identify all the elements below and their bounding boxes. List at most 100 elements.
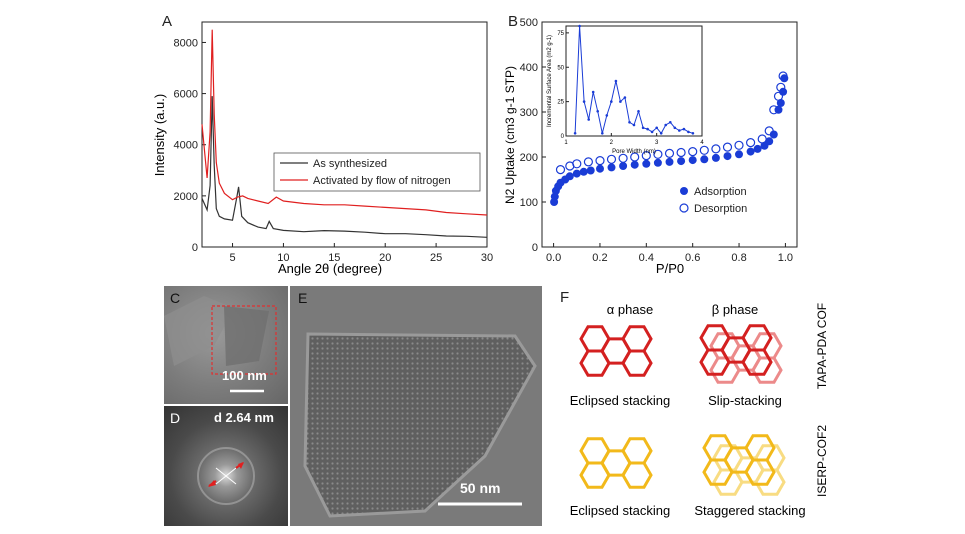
inset-point — [619, 100, 622, 103]
adsorption-point — [677, 157, 686, 166]
x-tick-label: 5 — [229, 252, 235, 264]
panel-b-ylabel: N2 Uptake (cm3 g-1 STP) — [503, 66, 517, 204]
scale-text-c: 100 nm — [222, 368, 267, 383]
flake-shape — [224, 306, 269, 366]
x-tick-label: 0.4 — [639, 252, 654, 264]
inset-point — [664, 123, 667, 127]
hex-eclipsed-red — [579, 325, 653, 377]
hexagon — [699, 348, 731, 376]
hex-eclipsed-yellow — [579, 437, 653, 489]
staggered-label: Staggered stacking — [694, 503, 805, 518]
hexagon — [702, 458, 734, 486]
desorption-point — [595, 156, 605, 166]
adsorption-point — [596, 164, 604, 173]
panel-e-label: E — [298, 290, 308, 306]
hexagon — [579, 461, 611, 489]
panel-b-label: B — [508, 13, 518, 30]
inset-x-tick-label: 3 — [655, 140, 659, 146]
panel-c-overlay — [164, 296, 277, 393]
desorption-point — [664, 148, 675, 158]
inset-point — [669, 121, 672, 124]
desorption-point — [734, 140, 744, 150]
inset-x-tick-label: 4 — [700, 140, 704, 146]
inset-point — [637, 110, 640, 113]
x-tick-label: 0.6 — [685, 252, 700, 264]
desorption-point — [583, 157, 594, 167]
panel-f-label: F — [560, 289, 569, 306]
panel-c-label: C — [170, 290, 181, 306]
alpha-phase-label: α phase — [607, 302, 654, 317]
d-arrowhead — [208, 480, 216, 487]
hexagon — [741, 348, 773, 376]
x-tick-label: 1.0 — [778, 252, 793, 264]
slip-label: Slip-stacking — [708, 393, 782, 408]
adsorption-point — [565, 172, 574, 181]
series-line-activated — [201, 29, 488, 216]
x-tick-label: 0.2 — [592, 252, 607, 264]
panel-b-x-ticks: 0.0 0.2 0.4 0.6 0.8 1.0 — [546, 243, 793, 264]
adsorption-point — [579, 167, 588, 176]
inset-point — [601, 132, 604, 135]
adsorption-point — [642, 159, 651, 168]
eclipsed-label-1: Eclipsed stacking — [570, 393, 670, 408]
inset-point — [682, 127, 686, 131]
fft-ring — [197, 447, 255, 505]
panel-d-overlay — [197, 447, 255, 505]
panel-f-schematic: F α phase β phase Eclipsed stacking Slip… — [560, 289, 829, 518]
panel-d-label: D — [170, 410, 181, 426]
desorption-point — [746, 138, 756, 148]
panel-e-overlay — [290, 286, 542, 526]
adsorption-point — [700, 155, 709, 164]
adsorption-point — [653, 158, 662, 167]
panel-b-y-ticks: 0 100 200 300 400 500 — [520, 17, 546, 254]
inset-line — [574, 25, 694, 135]
adsorption-point — [619, 162, 628, 170]
desorption-point — [757, 134, 767, 144]
y-tick-label: 200 — [520, 152, 538, 164]
inset-point — [650, 130, 654, 134]
inset-point — [687, 130, 690, 134]
y-tick-label: 8000 — [174, 37, 198, 49]
legend-as-synthesized: As synthesized — [313, 158, 387, 170]
adsorption-point — [688, 156, 697, 165]
legend-desorption: Desorption — [694, 203, 747, 215]
x-tick-label: 10 — [277, 252, 289, 264]
desorption-point — [769, 105, 779, 115]
desorption-point — [778, 71, 788, 81]
inset-y-tick-label: 75 — [557, 31, 564, 37]
inset-x-tick-label: 1 — [564, 140, 568, 146]
desorption-point — [711, 144, 721, 154]
x-tick-label: 20 — [379, 252, 391, 264]
eclipsed-label-2: Eclipsed stacking — [570, 503, 670, 518]
desorption-point — [618, 153, 628, 163]
desorption-point — [722, 142, 733, 152]
y-tick-label: 100 — [520, 197, 538, 209]
inset-xlabel: Pore Width (nm) — [612, 149, 656, 155]
beta-phase-label: β phase — [712, 302, 759, 317]
panel-a-chart: A 0 2000 4000 6000 8000 5 10 15 20 25 30 As synth… — [152, 13, 493, 276]
legend-marker-adsorption — [680, 187, 688, 195]
desorption-point — [555, 165, 566, 175]
panel-b-series — [550, 71, 789, 206]
inset-y-tick-label: 25 — [557, 100, 564, 106]
adsorption-point — [774, 105, 783, 114]
inset-point — [610, 100, 613, 103]
panel-a-label: A — [162, 13, 172, 30]
inset-point — [678, 129, 681, 132]
panel-d-fft-image: D d 2.64 nm — [164, 406, 288, 526]
inset-ylabel: Incremental Surface Area (m2 g-1) — [547, 35, 553, 127]
inset-point — [623, 96, 627, 99]
panel-a-frame — [201, 21, 488, 248]
x-tick-label: 30 — [481, 252, 493, 264]
inset-point — [691, 132, 695, 135]
desorption-point — [641, 151, 651, 161]
panel-b-legend: Adsorption Desorption — [679, 186, 747, 215]
panel-b-xlabel: P/P0 — [656, 261, 684, 276]
inset-point — [632, 123, 636, 127]
adsorption-point — [586, 166, 595, 175]
panel-a-legend: As synthesized Activated by flow of nitr… — [273, 152, 481, 192]
adsorption-point — [769, 130, 778, 139]
adsorption-point — [607, 163, 616, 172]
adsorption-point — [765, 137, 774, 146]
